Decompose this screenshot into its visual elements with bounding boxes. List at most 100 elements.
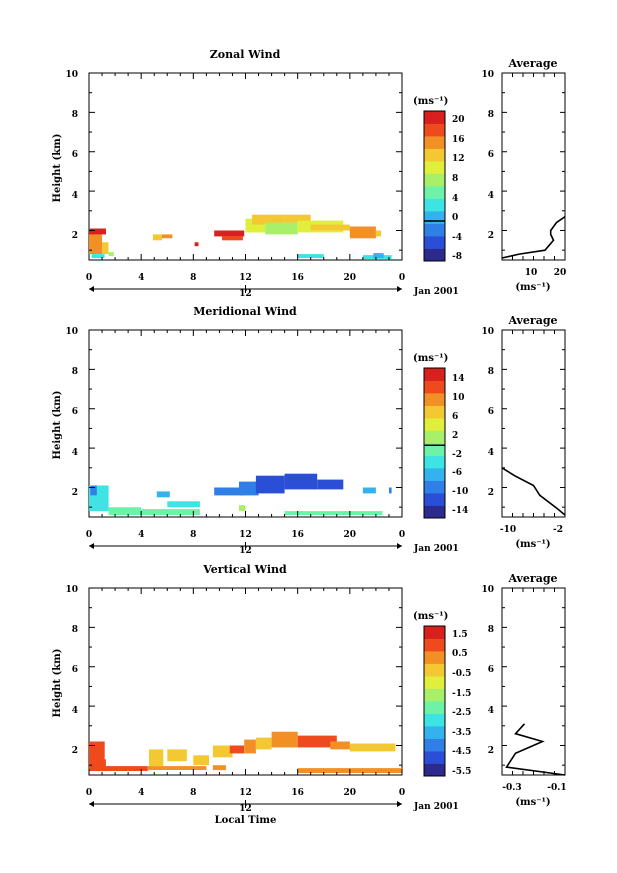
axis-ticks: [88, 329, 403, 517]
x-tick-label: 4: [138, 273, 144, 283]
date-label: Jan 2001: [413, 287, 459, 297]
profile-ticks: [502, 329, 565, 517]
profile-y-tick-label: 4: [488, 448, 494, 458]
y-tick-label: 2: [72, 488, 78, 498]
colorbar-segment: [424, 468, 445, 481]
colorbar-tick-label: -14: [452, 506, 468, 516]
day-marker: 12: [239, 804, 252, 814]
heatmap-cell: [167, 501, 200, 508]
x-tick-label: 16: [291, 530, 304, 540]
heatmap-cell: [330, 741, 350, 750]
colorbar-tick-label: 12: [452, 154, 465, 164]
heatmap-cells: [89, 731, 402, 773]
x-axis-label: Local Time: [215, 815, 277, 826]
heatmap-cell: [252, 214, 285, 225]
heatmap-cell: [91, 254, 105, 258]
x-tick-label: 8: [190, 530, 196, 540]
colorbar-frame: [423, 367, 446, 519]
heatmap-cell: [349, 226, 376, 239]
x-tick-label: 20: [344, 788, 357, 798]
profile-ticks: [502, 72, 565, 260]
heatmap-cell: [375, 230, 382, 237]
x-tick-label: 16: [291, 788, 304, 798]
heatmap-cell: [284, 511, 383, 515]
colorbar-segment: [424, 173, 445, 187]
colorbar-tick-label: -2: [452, 450, 462, 460]
profile-x-tick-label: 10: [525, 268, 538, 278]
colorbar-segment: [424, 211, 445, 224]
heatmap-cell: [271, 731, 298, 748]
colorbar-segment: [424, 405, 445, 419]
profile-x-tick-label: -10: [500, 525, 516, 535]
y-tick-label: 10: [65, 327, 78, 337]
profile-y-tick-label: 2: [488, 488, 494, 498]
colorbar-segment: [424, 480, 445, 494]
x-tick-label: 0: [86, 530, 92, 540]
heatmap-cell: [373, 253, 384, 258]
y-tick-label: 8: [72, 367, 78, 377]
colorbar-segment: [424, 236, 445, 249]
heatmap-cell: [389, 487, 392, 494]
colorbar-segment: [424, 455, 445, 469]
colorbar-segment: [424, 161, 445, 174]
heatmap-cell: [229, 745, 245, 754]
x-tick-label: 12: [239, 788, 252, 798]
colorbar-segment: [424, 626, 445, 639]
profile-x-tick-label: -2: [553, 525, 563, 535]
profile-title: Average: [507, 314, 557, 327]
y-axis-label: Height (km): [52, 649, 63, 718]
colorbar-segment: [424, 430, 445, 444]
colorbar-tick-label: -0.5: [452, 669, 471, 679]
profile-y-tick-label: 10: [481, 585, 494, 595]
y-tick-label: 4: [72, 191, 78, 201]
colorbar-segment: [424, 738, 445, 752]
profile-y-tick-label: 4: [488, 191, 494, 201]
heatmap-cell: [152, 234, 162, 241]
colorbar-tick-label: 4: [452, 194, 458, 204]
profile-frame: [501, 72, 566, 261]
heatmap-cell: [102, 242, 109, 255]
profile-y-tick-label: 10: [481, 327, 494, 337]
profile-x-tick-label: -0.1: [547, 783, 566, 793]
heatmap-cell: [284, 473, 318, 490]
colorbar-segment: [424, 651, 445, 664]
profile-y-tick-label: 8: [488, 110, 494, 120]
colorbar-segment: [424, 505, 445, 519]
heatmap-cell: [108, 507, 142, 516]
colorbar-tick-label: 0: [452, 213, 458, 223]
x-tick-label: 4: [138, 530, 144, 540]
colorbar-tick-label: -8: [452, 252, 462, 262]
x-tick-label: 12: [239, 273, 252, 283]
colorbar-tick-label: 8: [452, 174, 458, 184]
y-axis-label: Height (km): [52, 134, 63, 203]
colorbar-tick-label: -4.5: [452, 747, 471, 757]
colorbar-segment: [424, 123, 445, 137]
x-tick-label: 4: [138, 788, 144, 798]
profile-frame: [501, 587, 566, 776]
colorbar-tick-label: 1.5: [452, 630, 468, 640]
colorbar-segment: [424, 148, 445, 162]
y-tick-label: 6: [72, 407, 78, 417]
colorbar-tick-label: 2: [452, 431, 458, 441]
colorbar-segment: [424, 751, 445, 764]
x-tick-label: 8: [190, 788, 196, 798]
heatmap-cell: [156, 491, 170, 498]
colorbar-segment: [424, 726, 445, 739]
heatmap-cell: [362, 487, 376, 494]
y-tick-label: 10: [65, 70, 78, 80]
profile-ticks: [502, 587, 565, 775]
colorbar-tick-label: 16: [452, 135, 465, 145]
heatmap-cells: [89, 214, 392, 259]
profile-y-tick-label: 6: [488, 150, 494, 160]
colorbar-segment: [424, 136, 445, 149]
y-tick-label: 2: [72, 231, 78, 241]
x-tick-label: 16: [291, 273, 304, 283]
colorbar-segment: [424, 223, 445, 237]
colorbar-tick-label: 20: [452, 115, 465, 125]
colorbar-unit: (ms⁻¹): [413, 353, 448, 364]
colorbar-segment: [424, 111, 445, 124]
profile-title: Average: [507, 57, 557, 70]
profile-line: [501, 467, 566, 516]
colorbar-segment: [424, 713, 445, 727]
